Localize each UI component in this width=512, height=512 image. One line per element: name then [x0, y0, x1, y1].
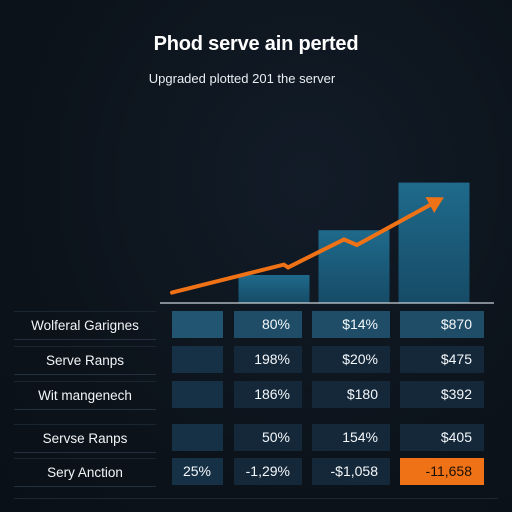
table-cell: $14%: [312, 311, 390, 338]
table-cell: [172, 311, 223, 338]
table-cell: 186%: [234, 381, 302, 408]
table-cell: 80%: [234, 311, 302, 338]
trend-arrow-head: [425, 197, 444, 213]
table-cell: $870: [400, 311, 484, 338]
table-row-label: Wit mangenech: [14, 381, 156, 410]
chart-subtitle: Upgraded plotted 201 the server: [148, 71, 336, 86]
table-cell: $180: [312, 381, 390, 408]
table-row-label: Serve Ranps: [14, 346, 156, 375]
table-cell: $392: [400, 381, 484, 408]
table-cell: -11,658: [400, 458, 484, 485]
table-cell: -$1,058: [312, 458, 390, 485]
table-cell: $20%: [312, 346, 390, 373]
table-row-label: Servse Ranps: [14, 424, 156, 453]
table-cell: $475: [400, 346, 484, 373]
table-cell: [172, 424, 223, 451]
table-cell: 154%: [312, 424, 390, 451]
trend-line: [170, 198, 441, 295]
bar-2: [318, 230, 390, 303]
chart-title: Phod serve ain perted: [153, 33, 359, 55]
table-cell: $405: [400, 424, 484, 451]
table-cell: -1,29%: [234, 458, 302, 485]
bar-1: [238, 275, 310, 303]
table-cell: [172, 381, 223, 408]
table-bottom-divider: [14, 498, 498, 499]
table-row-label: Wolferal Garignes: [14, 311, 156, 340]
table-cell: [172, 346, 223, 373]
table-cell: 25%: [172, 458, 223, 485]
table-cell: 198%: [234, 346, 302, 373]
table-cell: 50%: [234, 424, 302, 451]
table-row-label: Sery Anction: [14, 458, 156, 487]
